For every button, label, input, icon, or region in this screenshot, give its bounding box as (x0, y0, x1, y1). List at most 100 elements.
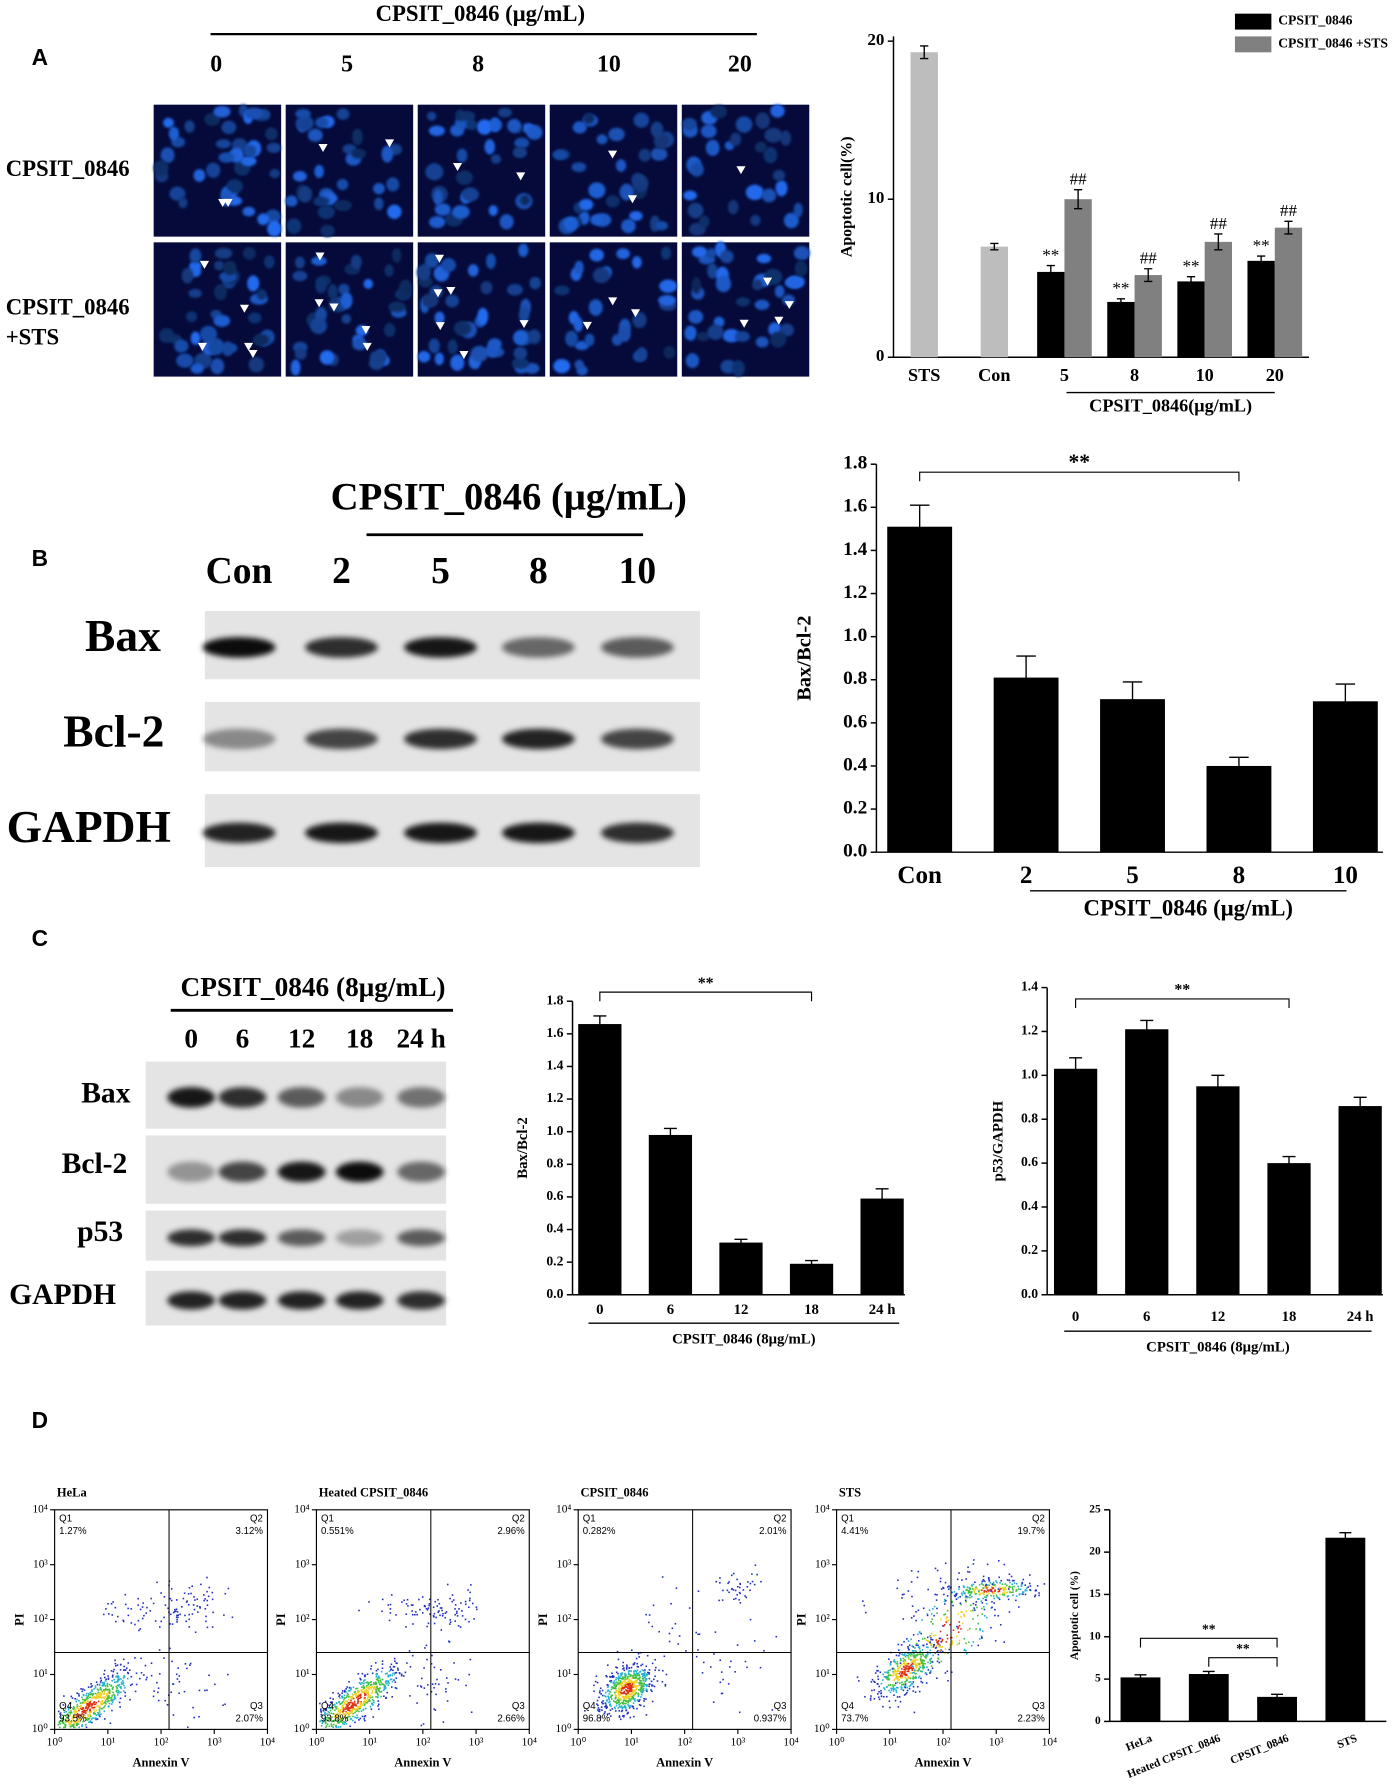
y-tick-label: 10⁴ (294, 1503, 309, 1515)
event-dot (713, 1653, 715, 1655)
event-dot (645, 1688, 648, 1691)
event-dot (618, 1679, 620, 1682)
event-dot (369, 1700, 371, 1702)
event-dot (967, 1629, 969, 1631)
event-dot (746, 1586, 749, 1588)
event-dot (902, 1683, 905, 1685)
arrowhead (582, 321, 592, 330)
event-dot (923, 1637, 926, 1640)
event-dot (97, 1700, 100, 1703)
event-dot (892, 1690, 895, 1692)
event-dot (625, 1696, 628, 1699)
event-dot (607, 1696, 610, 1698)
event-dot (359, 1707, 362, 1710)
event-dot (988, 1589, 990, 1591)
event-dot (615, 1689, 618, 1692)
cell (384, 264, 394, 277)
event-dot (951, 1600, 954, 1603)
event-dot (321, 1722, 324, 1725)
event-dot (940, 1588, 943, 1590)
event-dot (144, 1664, 147, 1667)
event-dot (633, 1673, 636, 1676)
event-dot (115, 1689, 118, 1691)
band (397, 1161, 446, 1183)
event-dot (445, 1611, 448, 1613)
event-dot (1025, 1587, 1028, 1589)
cell (650, 121, 664, 138)
event-dot (982, 1578, 985, 1581)
event-dot (999, 1588, 1002, 1590)
event-dot (885, 1686, 888, 1688)
event-dot (927, 1639, 929, 1642)
event-dot (100, 1702, 102, 1705)
event-dot (998, 1598, 1001, 1601)
event-dot (62, 1722, 65, 1725)
event-dot (435, 1693, 437, 1696)
event-dot (89, 1708, 92, 1711)
event-dot (632, 1702, 635, 1704)
event-dot (884, 1676, 887, 1678)
event-dot (370, 1665, 373, 1667)
panel-label: A (32, 44, 48, 70)
event-dot (977, 1644, 980, 1647)
event-dot (67, 1715, 70, 1717)
event-dot (601, 1689, 604, 1692)
event-dot (89, 1720, 92, 1722)
event-dot (960, 1611, 963, 1613)
y-tick-label: 1.0 (1021, 1066, 1038, 1081)
event-dot (959, 1602, 962, 1605)
event-dot (64, 1718, 67, 1721)
event-dot (897, 1675, 900, 1678)
event-dot (59, 1726, 61, 1729)
blot-strip (145, 1270, 447, 1326)
event-dot (636, 1678, 639, 1680)
event-dot (970, 1592, 973, 1594)
event-dot (103, 1673, 105, 1676)
event-dot (1009, 1591, 1011, 1594)
event-dot (120, 1687, 122, 1690)
micrograph-background (549, 242, 678, 377)
bar (1274, 227, 1303, 358)
event-dot (351, 1702, 354, 1705)
event-dot (358, 1719, 360, 1721)
quadrant-percent: 3.12% (236, 1526, 264, 1537)
event-dot (357, 1691, 360, 1693)
event-dot (76, 1721, 79, 1723)
event-dot (738, 1586, 741, 1589)
event-dot (356, 1705, 359, 1708)
event-dot (744, 1595, 746, 1597)
event-dot (353, 1700, 356, 1703)
event-dot (908, 1687, 911, 1690)
event-dot (375, 1678, 378, 1681)
event-dot (91, 1690, 93, 1693)
event-dot (93, 1710, 96, 1713)
column-label: 8 (472, 51, 484, 77)
event-dot (936, 1569, 939, 1572)
event-dot (1015, 1582, 1018, 1585)
event-dot (991, 1583, 994, 1586)
event-dot (976, 1587, 978, 1590)
event-dot (364, 1697, 366, 1699)
event-dot (1021, 1593, 1023, 1595)
event-dot (139, 1628, 142, 1630)
event-dot (170, 1691, 172, 1694)
event-dot (957, 1613, 960, 1615)
event-dot (333, 1703, 336, 1706)
x-tick-label: 10³ (469, 1737, 484, 1749)
event-dot (357, 1698, 359, 1701)
event-dot (449, 1623, 451, 1625)
event-dot (968, 1590, 970, 1593)
event-dot (361, 1704, 364, 1707)
y-axis-label: Bax/Bcl-2 (515, 1117, 531, 1179)
event-dot (444, 1616, 447, 1619)
event-dot (358, 1697, 360, 1700)
event-dot (371, 1699, 374, 1701)
event-dot (347, 1693, 349, 1696)
event-dot (648, 1669, 651, 1671)
event-dot (342, 1717, 345, 1720)
cell (207, 338, 225, 356)
event-dot (644, 1671, 646, 1674)
event-dot (337, 1707, 339, 1710)
event-dot (613, 1680, 616, 1682)
arrowhead (199, 260, 210, 269)
